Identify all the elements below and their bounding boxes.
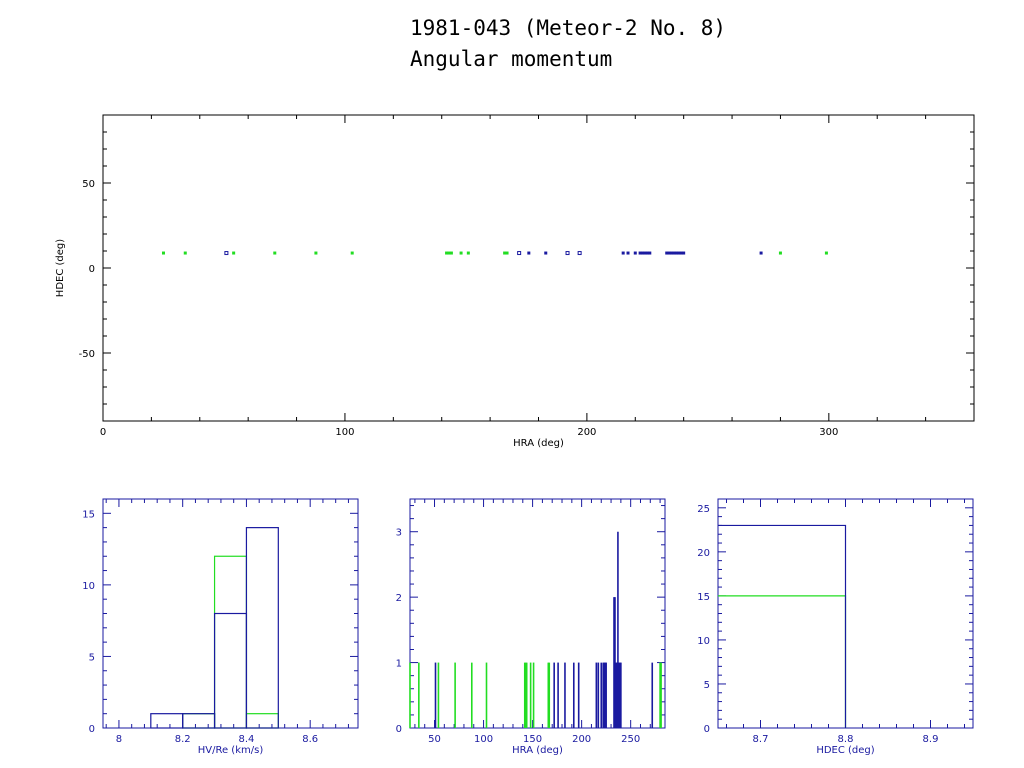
y-axis-label: HDEC (deg) — [55, 239, 66, 297]
data-point — [670, 251, 674, 255]
data-point — [638, 251, 642, 255]
data-point — [577, 251, 582, 256]
data-point — [445, 251, 449, 255]
x-tick-label: 150 — [523, 734, 542, 745]
y-tick-label: 5 — [89, 652, 95, 663]
histogram-bar — [182, 713, 216, 729]
y-tick-label: 0 — [89, 264, 95, 275]
data-point — [621, 251, 625, 255]
data-point — [679, 251, 683, 255]
data-point — [778, 251, 782, 255]
data-point — [633, 251, 637, 255]
x-tick-label: 200 — [577, 427, 596, 438]
x-tick-label: 8.2 — [175, 734, 191, 745]
y-tick-label: -50 — [79, 349, 95, 360]
data-point — [459, 251, 463, 255]
data-point — [682, 251, 686, 255]
data-point — [273, 251, 277, 255]
data-point — [626, 251, 630, 255]
y-tick-label: 10 — [697, 636, 710, 647]
x-axis-label: HDEC (deg) — [816, 745, 874, 756]
y-tick-label: 25 — [697, 504, 710, 515]
x-tick-label: 300 — [819, 427, 838, 438]
x-tick-label: 8.7 — [753, 734, 769, 745]
data-point — [665, 251, 669, 255]
data-point — [759, 251, 763, 255]
y-tick-label: 0 — [396, 724, 402, 735]
y-tick-label: 2 — [396, 593, 402, 604]
data-point — [643, 251, 647, 255]
plot-frame — [102, 114, 975, 422]
data-point — [447, 251, 451, 255]
histogram-bar — [213, 612, 248, 729]
data-point — [672, 251, 676, 255]
y-tick-label: 50 — [82, 179, 95, 190]
chart-subtitle: Angular momentum — [410, 47, 613, 71]
data-point — [350, 251, 354, 255]
histogram-bar — [245, 527, 279, 729]
data-point — [677, 251, 681, 255]
x-axis-label: HV/Re (km/s) — [198, 745, 264, 756]
x-tick-label: 8.4 — [238, 734, 254, 745]
data-point — [674, 251, 678, 255]
data-point — [503, 251, 507, 255]
data-point — [527, 251, 531, 255]
x-axis-label: HRA (deg) — [513, 438, 564, 449]
y-tick-label: 0 — [89, 724, 95, 735]
x-tick-label: 200 — [572, 734, 591, 745]
x-tick-label: 8.8 — [838, 734, 854, 745]
histogram-bar — [150, 713, 184, 729]
y-tick-label: 3 — [396, 528, 402, 539]
x-tick-label: 8.9 — [923, 734, 939, 745]
x-tick-label: 100 — [474, 734, 493, 745]
data-point — [505, 251, 509, 255]
data-point — [449, 251, 453, 255]
data-point — [224, 251, 229, 256]
data-point — [645, 251, 649, 255]
y-tick-label: 20 — [697, 548, 710, 559]
data-point — [161, 251, 165, 255]
data-point — [824, 251, 828, 255]
data-point — [466, 251, 470, 255]
data-point — [232, 251, 236, 255]
data-point — [648, 251, 652, 255]
data-point — [544, 251, 548, 255]
data-point — [314, 251, 318, 255]
x-tick-label: 100 — [335, 427, 354, 438]
histogram-bar — [718, 524, 847, 728]
data-point — [517, 251, 522, 256]
chart-title: 1981-043 (Meteor-2 No. 8) — [410, 16, 727, 40]
y-tick-label: 5 — [704, 680, 710, 691]
histogram-bar — [245, 713, 279, 729]
histogram-bar — [718, 595, 847, 728]
x-axis-label: HRA (deg) — [512, 745, 563, 756]
data-point — [641, 251, 645, 255]
x-tick-label: 0 — [100, 427, 106, 438]
data-point — [667, 251, 671, 255]
x-tick-label: 8.6 — [302, 734, 318, 745]
x-tick-label: 250 — [621, 734, 640, 745]
y-tick-label: 15 — [697, 592, 710, 603]
data-point — [183, 251, 187, 255]
histogram-bar — [213, 555, 248, 729]
data-point — [565, 251, 570, 256]
histogram-bar — [182, 713, 216, 729]
x-tick-label: 8 — [116, 734, 122, 745]
x-tick-label: 50 — [428, 734, 441, 745]
y-tick-label: 1 — [396, 659, 402, 670]
y-tick-label: 0 — [704, 724, 710, 735]
plot-frame — [409, 498, 666, 729]
y-tick-label: 10 — [82, 581, 95, 592]
y-tick-label: 15 — [82, 509, 95, 520]
